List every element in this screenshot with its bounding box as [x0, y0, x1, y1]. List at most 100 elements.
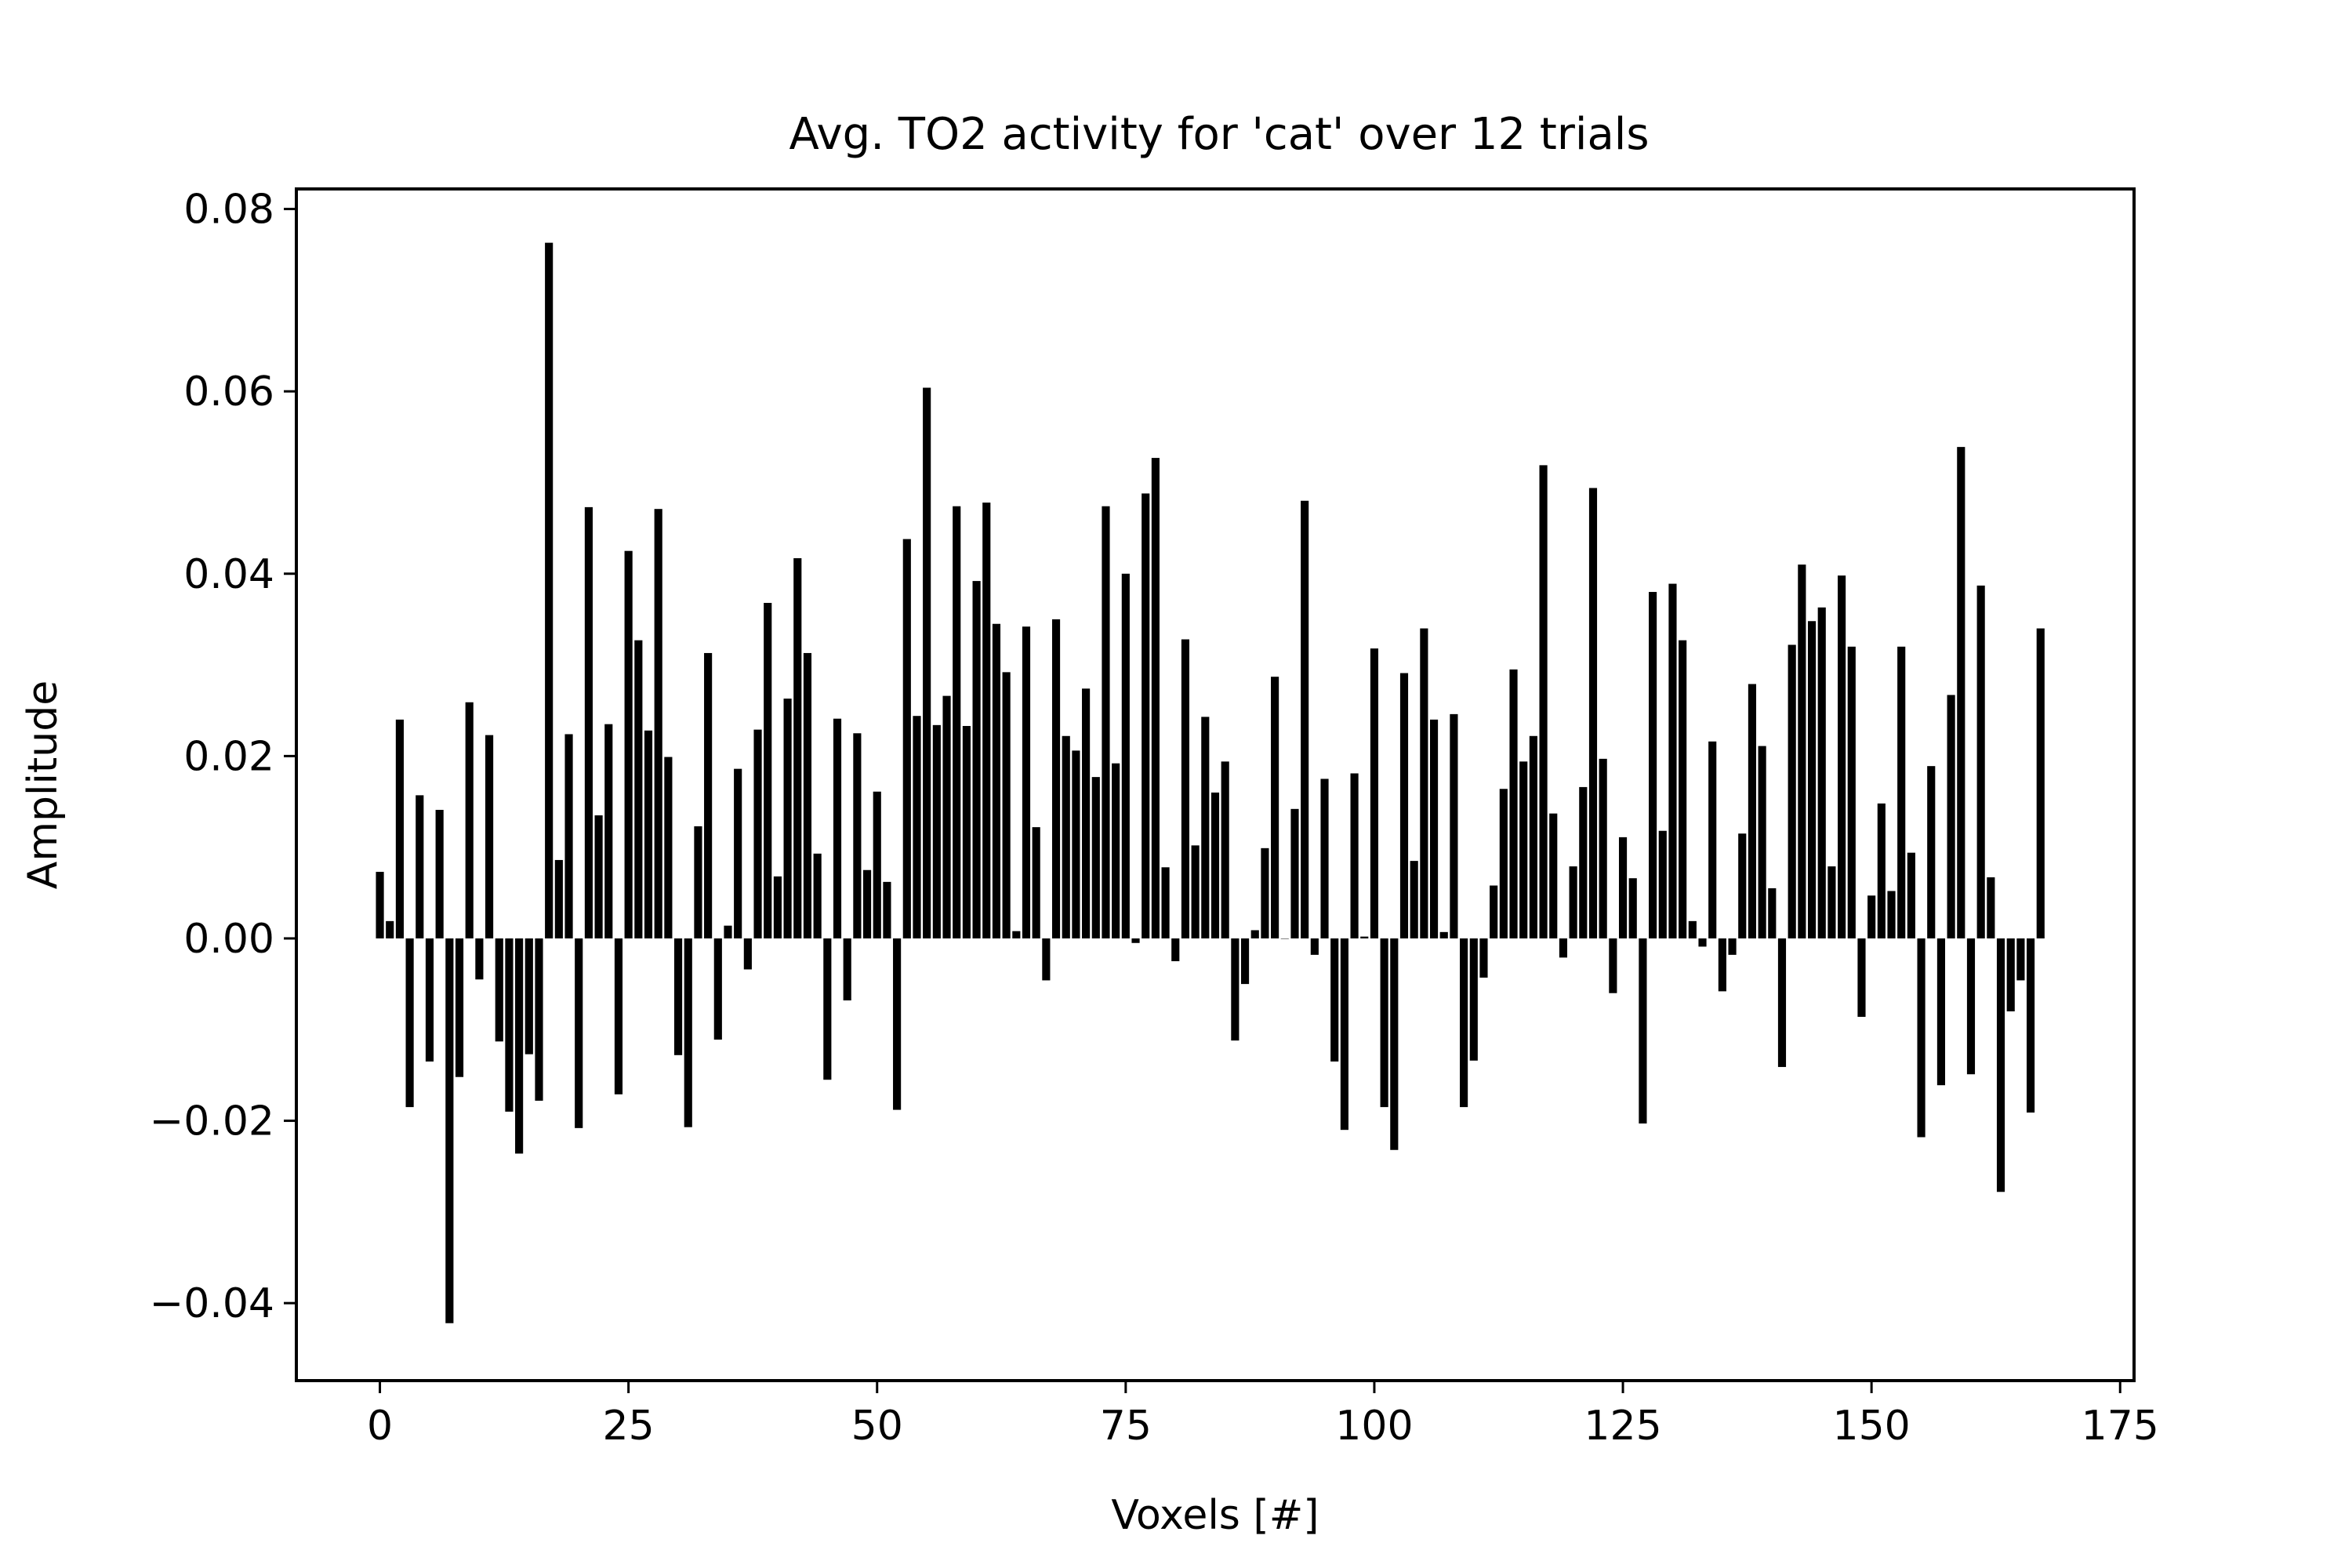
- bar-39: [764, 602, 772, 938]
- bar-19: [564, 734, 573, 938]
- bar-27: [644, 730, 653, 938]
- bar-71: [1082, 688, 1091, 938]
- bar-6: [435, 809, 444, 938]
- bar-151: [1877, 803, 1886, 938]
- bar-63: [1002, 672, 1011, 938]
- bar-79: [1161, 867, 1170, 938]
- bar-0: [376, 872, 384, 938]
- bar-88: [1250, 930, 1259, 938]
- bar-49: [862, 869, 872, 938]
- y-tick-label: 0.06: [183, 368, 274, 416]
- bar-102: [1390, 938, 1399, 1150]
- bar-10: [475, 938, 484, 980]
- bar-35: [724, 925, 732, 938]
- bar-28: [654, 509, 662, 938]
- y-axis: −0.04 −0.02 0.00 0.02 0.04 0.06 0.08: [150, 187, 296, 1327]
- bar-70: [1072, 750, 1080, 938]
- bar-75: [1121, 573, 1130, 938]
- bar-89: [1261, 848, 1269, 938]
- bar-25: [624, 550, 633, 938]
- bar-45: [823, 938, 832, 1080]
- bar-22: [594, 815, 603, 938]
- bar-108: [1450, 713, 1458, 938]
- y-tick-label: 0.04: [183, 551, 274, 598]
- bar-80: [1171, 938, 1180, 962]
- y-tick-label: 0.02: [183, 733, 274, 780]
- bar-139: [1758, 746, 1766, 938]
- bar-160: [1966, 938, 1976, 1075]
- bar-105: [1420, 628, 1428, 938]
- bar-31: [684, 938, 692, 1127]
- bar-94: [1310, 938, 1319, 955]
- bar-48: [853, 733, 862, 938]
- bar-12: [495, 938, 503, 1042]
- bar-107: [1439, 931, 1448, 938]
- bar-100: [1370, 648, 1379, 938]
- bar-96: [1330, 938, 1339, 1062]
- bar-67: [1042, 938, 1051, 981]
- bar-131: [1679, 640, 1687, 938]
- bar-126: [1628, 878, 1637, 938]
- bar-165: [2016, 938, 2025, 981]
- bar-115: [1519, 761, 1528, 938]
- bar-13: [505, 938, 514, 1112]
- bar-127: [1639, 938, 1647, 1124]
- bar-53: [902, 539, 911, 938]
- bar-68: [1051, 619, 1061, 938]
- x-axis: 0 25 50 75 100 125 150 175: [367, 1381, 2159, 1450]
- bar-149: [1857, 938, 1866, 1017]
- bar-143: [1798, 564, 1806, 938]
- bar-110: [1469, 938, 1478, 1061]
- bar-101: [1380, 938, 1388, 1108]
- bar-124: [1609, 938, 1617, 993]
- bar-72: [1091, 777, 1100, 938]
- bar-5: [425, 938, 434, 1062]
- bar-120: [1569, 866, 1577, 938]
- bar-155: [1917, 938, 1926, 1138]
- bar-117: [1539, 465, 1548, 938]
- bar-7: [445, 938, 454, 1323]
- bar-152: [1887, 891, 1896, 938]
- bar-55: [923, 387, 931, 938]
- bar-73: [1102, 506, 1110, 938]
- bar-61: [982, 503, 991, 938]
- bar-59: [962, 725, 971, 938]
- bar-97: [1340, 938, 1348, 1131]
- bar-163: [1996, 938, 2005, 1192]
- bar-138: [1748, 684, 1757, 938]
- bar-44: [813, 853, 822, 938]
- bar-2: [395, 719, 404, 938]
- bar-40: [773, 876, 782, 938]
- bar-14: [515, 938, 524, 1154]
- bar-81: [1181, 639, 1190, 938]
- bar-167: [2036, 628, 2045, 938]
- x-tick-label: 100: [1335, 1403, 1413, 1450]
- bar-46: [833, 718, 842, 938]
- bar-129: [1658, 830, 1667, 938]
- bar-84: [1210, 792, 1220, 938]
- bar-65: [1022, 626, 1031, 938]
- bar-64: [1012, 931, 1021, 938]
- x-tick-label: 150: [1833, 1403, 1911, 1450]
- bar-114: [1509, 669, 1518, 938]
- bar-137: [1738, 833, 1747, 938]
- bar-50: [873, 791, 881, 938]
- bar-140: [1768, 888, 1777, 938]
- bar-95: [1320, 779, 1329, 938]
- bar-82: [1191, 845, 1200, 938]
- bar-125: [1618, 837, 1628, 938]
- bar-157: [1936, 938, 1946, 1086]
- bar-159: [1957, 447, 1965, 938]
- bar-104: [1410, 861, 1418, 938]
- x-tick-label: 0: [367, 1403, 393, 1450]
- bar-111: [1479, 938, 1488, 978]
- bar-20: [575, 938, 583, 1128]
- bar-133: [1698, 938, 1707, 947]
- bar-132: [1688, 920, 1697, 938]
- bar-69: [1062, 735, 1070, 938]
- bar-134: [1708, 741, 1717, 938]
- bar-23: [604, 724, 613, 938]
- bar-92: [1290, 808, 1299, 938]
- bar-118: [1549, 813, 1558, 938]
- bar-166: [2027, 938, 2035, 1113]
